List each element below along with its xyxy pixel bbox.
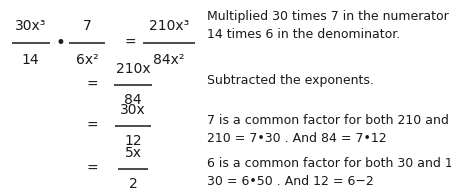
Text: 7: 7	[83, 19, 92, 33]
Text: 30x: 30x	[120, 103, 146, 117]
Text: 5x: 5x	[124, 146, 142, 160]
Text: 12: 12	[124, 134, 142, 148]
Text: 84x²: 84x²	[153, 53, 185, 67]
Text: 210x: 210x	[116, 62, 150, 76]
Text: =: =	[87, 162, 98, 176]
Text: 14: 14	[22, 53, 40, 67]
Text: 7 is a common factor for both 210 and 84,
210 = 7•30 . And 84 = 7•12: 7 is a common factor for both 210 and 84…	[207, 114, 451, 145]
Text: 6 is a common factor for both 30 and 12,
30 = 6•50 . And 12 = 6−2: 6 is a common factor for both 30 and 12,…	[207, 157, 451, 188]
Text: •: •	[56, 34, 66, 52]
Text: 30x³: 30x³	[15, 19, 46, 33]
Text: Multiplied 30 times 7 in the numerator and
14 times 6 in the denominator.: Multiplied 30 times 7 in the numerator a…	[207, 10, 451, 41]
Text: =: =	[87, 119, 98, 133]
Text: 6x²: 6x²	[76, 53, 98, 67]
Text: 2: 2	[129, 177, 138, 191]
Text: =: =	[124, 36, 136, 50]
Text: Subtracted the exponents.: Subtracted the exponents.	[207, 74, 374, 87]
Text: 84: 84	[124, 93, 142, 107]
Text: 210x³: 210x³	[149, 19, 189, 33]
Text: =: =	[87, 78, 98, 92]
